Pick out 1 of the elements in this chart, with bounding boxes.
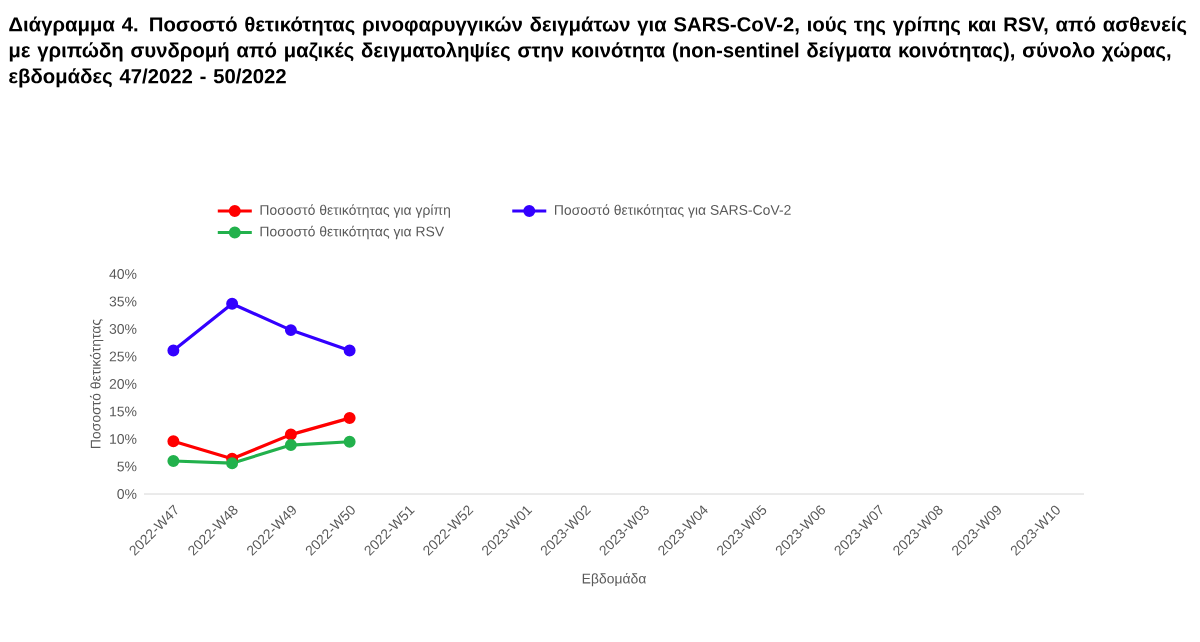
chart-title: Διάγραμμα 4. Ποσοστό θετικότητας ρινοφαρυγγικών δειγμάτων για SARS-CoV-2, ιούς της γρίπης και RSV, από ασθενείς με γριπώδη συνδρομή από μαζικές δειγματοληψίες στην κοινότητα (non-sentinel δείγματα κοινότητας), σύνολο χώρας, εβδομάδες 47/2022 - 50/2022 <box>9 16 1187 88</box>
